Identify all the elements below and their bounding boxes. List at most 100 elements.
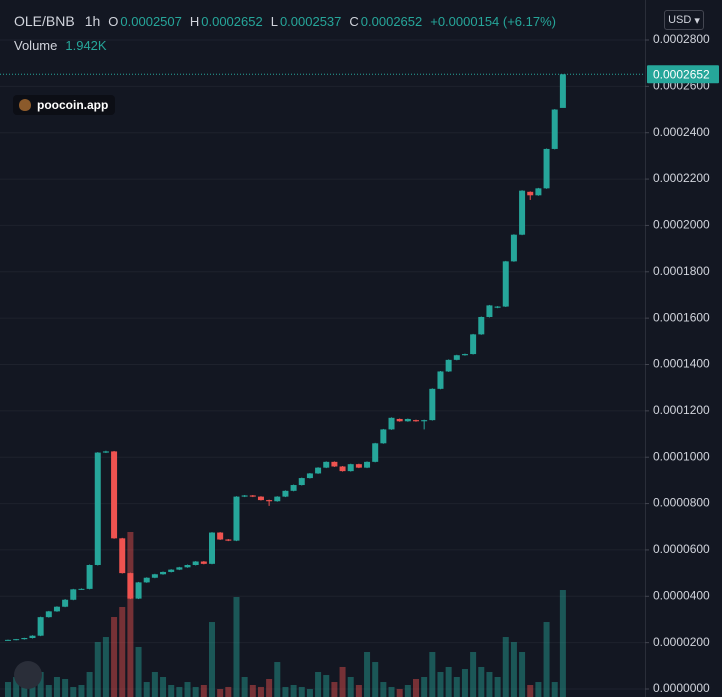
candle-body — [494, 306, 501, 308]
candle-body — [413, 420, 419, 422]
candle-body — [355, 464, 362, 468]
watermark-text: poocoin.app — [37, 98, 109, 112]
volume-bar — [510, 642, 517, 697]
volume-bar — [86, 671, 93, 697]
candle-body — [559, 74, 566, 108]
candle-body — [478, 316, 485, 335]
y-tick-label: 0.0000000 — [653, 681, 710, 695]
candle-body — [225, 539, 232, 541]
volume-bar — [119, 606, 126, 697]
candle-body — [470, 334, 477, 355]
volume-bar — [298, 686, 305, 697]
close-value: 0.0002652 — [360, 14, 423, 29]
volume-bar — [127, 532, 134, 697]
candle-body — [429, 388, 436, 421]
volume-bar — [274, 662, 281, 697]
candle-body — [421, 420, 428, 422]
volume-bar — [535, 682, 542, 697]
volume-bar — [502, 637, 509, 697]
candle-body — [519, 190, 526, 235]
currency-button[interactable]: USD ▾ — [664, 10, 704, 30]
y-tick-label: 0.0001200 — [653, 403, 710, 417]
candle-body — [486, 305, 493, 317]
volume-bar — [184, 682, 191, 697]
volume-bar — [53, 677, 60, 697]
candle-body — [404, 418, 411, 422]
candle-body — [53, 606, 60, 612]
y-tick-label: 0.0001800 — [653, 264, 710, 278]
volume-bar — [200, 684, 207, 697]
volume-bar — [494, 677, 501, 697]
candle-body — [396, 418, 403, 422]
volume-bar — [413, 678, 419, 697]
volume-label: Volume — [14, 38, 58, 53]
volume-bar — [143, 682, 150, 697]
volume-bar — [519, 651, 526, 697]
candle-body — [102, 451, 109, 453]
candle-body — [29, 635, 36, 639]
open-value: 0.0002507 — [120, 14, 182, 29]
candle-body — [62, 599, 69, 607]
candle-body — [339, 466, 346, 472]
y-tick-label: 0.0000200 — [653, 635, 710, 649]
volume-bar — [282, 686, 289, 697]
volume-bar — [478, 666, 485, 697]
volume-bar — [21, 686, 28, 697]
volume-bar — [13, 677, 20, 697]
volume-bar — [331, 682, 338, 697]
candle-body — [461, 354, 468, 356]
candle-body — [5, 639, 11, 641]
volume-bar — [323, 675, 330, 697]
volume-bar — [429, 651, 436, 697]
last-price-label: 0.0002652 — [653, 67, 710, 81]
volume-bar — [94, 642, 101, 697]
candle-body — [257, 496, 264, 501]
candle-body — [37, 617, 44, 636]
candle-body — [282, 490, 289, 497]
candle-body — [274, 496, 281, 502]
candle-body — [168, 569, 175, 572]
candle-body — [241, 495, 248, 497]
candle-body — [315, 467, 322, 474]
close-label: C — [349, 14, 359, 29]
candle-body — [347, 464, 354, 472]
volume-bar — [453, 677, 460, 697]
volume-bar — [257, 686, 264, 697]
candle-body — [184, 564, 191, 568]
poocoin-icon — [19, 99, 31, 111]
volume-bar — [192, 686, 199, 697]
candle-body — [372, 443, 379, 462]
volume-bar — [233, 597, 240, 697]
candle-body — [323, 461, 330, 468]
y-tick-label: 0.0000400 — [653, 588, 710, 602]
candle-body — [135, 582, 142, 599]
volume-bar — [470, 651, 477, 697]
candle-body — [217, 532, 224, 540]
volume-bar — [29, 682, 36, 697]
watermark: poocoin.app — [13, 95, 116, 115]
volume-bar — [445, 666, 452, 697]
candle-body — [290, 485, 297, 491]
logo — [14, 661, 42, 689]
candle-body — [209, 532, 215, 564]
candle-body — [192, 561, 199, 565]
candle-body — [94, 452, 101, 565]
volume-bar — [290, 684, 297, 697]
volume-bar — [559, 590, 566, 697]
low-label: L — [270, 14, 278, 29]
candle-body — [151, 574, 158, 578]
volume-bar — [421, 677, 428, 697]
candle-body — [70, 589, 77, 600]
candle-body — [78, 588, 85, 590]
candle-body — [364, 461, 371, 468]
candle-body — [127, 573, 134, 599]
volume-bar — [176, 686, 183, 697]
volume-bar — [266, 678, 273, 697]
candle-body — [551, 109, 558, 149]
candle-body — [306, 473, 313, 479]
volume-bar — [37, 671, 44, 697]
y-tick-label: 0.0002200 — [653, 171, 710, 185]
